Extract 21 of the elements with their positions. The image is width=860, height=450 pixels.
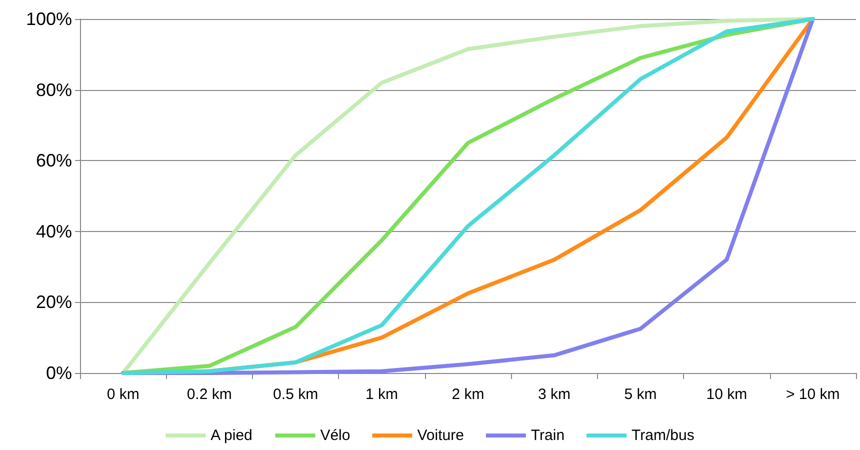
x-tick-label: 10 km xyxy=(706,386,748,403)
x-tick-label: > 10 km xyxy=(786,386,840,403)
x-tick-label: 0.2 km xyxy=(186,386,232,403)
legend-label: Voiture xyxy=(417,427,464,444)
y-tick-label: 60% xyxy=(36,150,72,171)
y-tick-label: 0% xyxy=(46,363,72,383)
x-tick-label: 5 km xyxy=(624,386,657,403)
x-tick-label: 1 km xyxy=(366,386,398,403)
y-tick-label: 80% xyxy=(36,80,72,100)
x-tick-label: 3 km xyxy=(538,386,570,403)
y-tick-label: 20% xyxy=(36,292,72,312)
legend-label: A pied xyxy=(210,427,252,444)
legend-label: Tram/bus xyxy=(632,427,694,444)
x-tick-label: 0 km xyxy=(106,386,140,403)
line-series xyxy=(121,17,815,375)
x-tick-label: 2 km xyxy=(452,386,484,403)
y-tick-label: 40% xyxy=(36,221,72,242)
legend-label: Vélo xyxy=(320,427,350,444)
legend-label: Train xyxy=(530,427,565,444)
x-tick-label: 0.5 km xyxy=(273,386,318,403)
y-tick-label: 100% xyxy=(26,9,72,29)
